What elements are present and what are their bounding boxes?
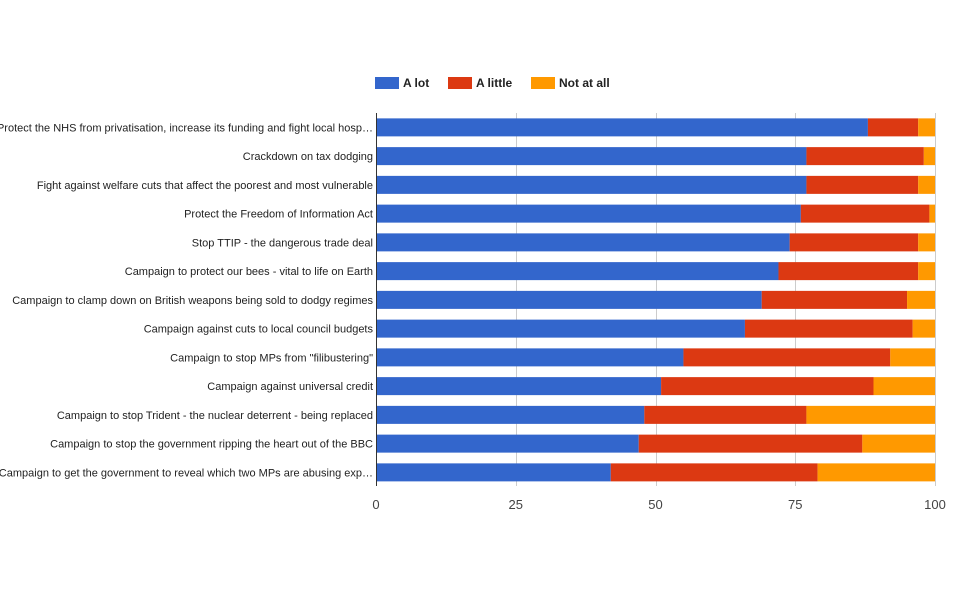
bar-segment-a-little xyxy=(806,147,924,166)
bar-segment-a-little xyxy=(661,377,874,396)
bar-segment-a-little xyxy=(789,233,919,252)
legend-label-a-lot: A lot xyxy=(403,76,429,90)
bar-segment-a-lot xyxy=(376,262,779,281)
category-label: Campaign to get the government to reveal… xyxy=(0,467,373,479)
bar-segment-not-at-all xyxy=(862,434,935,453)
legend-swatch-not-at-all xyxy=(531,77,555,89)
category-label: Campaign to stop the government ripping … xyxy=(50,439,373,451)
x-tick-label: 50 xyxy=(648,497,662,512)
category-label: Campaign against universal credit xyxy=(207,381,373,393)
bar-segment-a-little xyxy=(761,290,908,309)
bar-segment-not-at-all xyxy=(918,262,935,281)
bar-segment-a-lot xyxy=(376,377,662,396)
bar-segment-a-little xyxy=(644,405,807,424)
legend-label-a-little: A little xyxy=(476,76,513,90)
bar-segment-not-at-all xyxy=(890,348,935,367)
bar-segment-a-lot xyxy=(376,290,762,309)
category-label: Campaign to stop MPs from "filibustering… xyxy=(170,352,373,364)
x-tick-label: 75 xyxy=(788,497,802,512)
bar-segment-not-at-all xyxy=(918,233,935,252)
legend-swatch-a-lot xyxy=(375,77,399,89)
bar-segment-not-at-all xyxy=(912,319,935,338)
bar-segment-a-little xyxy=(744,319,913,338)
bar-segment-a-lot xyxy=(376,463,611,482)
category-label: Protect the NHS from privatisation, incr… xyxy=(0,122,373,134)
bar-segment-a-lot xyxy=(376,434,639,453)
bar-segment-a-little xyxy=(683,348,891,367)
category-label: Campaign to stop Trident - the nuclear d… xyxy=(57,410,373,422)
bar-segment-not-at-all xyxy=(873,377,935,396)
bar-segment-a-lot xyxy=(376,319,745,338)
bar-segment-not-at-all xyxy=(806,405,935,424)
x-axis-ticks: 0 25 50 75 100 xyxy=(372,497,945,512)
bar-segment-a-little xyxy=(638,434,863,453)
category-label: Campaign against cuts to local council b… xyxy=(144,324,374,336)
bar-segment-not-at-all xyxy=(918,175,935,194)
bar-segment-a-lot xyxy=(376,118,868,137)
bar-segment-a-little xyxy=(610,463,818,482)
bar-segment-a-little xyxy=(778,262,919,281)
bar-segment-a-lot xyxy=(376,147,807,166)
bar-segment-a-little xyxy=(867,118,919,137)
category-label: Campaign to protect our bees - vital to … xyxy=(125,266,373,278)
x-tick-label: 0 xyxy=(372,497,379,512)
bar-segment-not-at-all xyxy=(907,290,935,309)
bar-segment-a-lot xyxy=(376,233,790,252)
category-label: Crackdown on tax dodging xyxy=(243,151,373,163)
bar-segment-not-at-all xyxy=(817,463,935,482)
bar-segment-not-at-all xyxy=(923,147,935,166)
legend-label-not-at-all: Not at all xyxy=(559,76,610,90)
x-tick-label: 25 xyxy=(509,497,523,512)
legend-swatch-a-little xyxy=(448,77,472,89)
bar-segment-a-little xyxy=(806,175,919,194)
category-label: Protect the Freedom of Information Act xyxy=(184,209,373,221)
bars xyxy=(376,118,935,482)
category-label: Fight against welfare cuts that affect t… xyxy=(37,180,373,192)
bar-segment-a-little xyxy=(800,204,930,223)
category-labels: Protect the NHS from privatisation, incr… xyxy=(0,122,373,479)
bar-segment-a-lot xyxy=(376,175,807,194)
bar-segment-a-lot xyxy=(376,405,645,424)
category-label: Stop TTIP - the dangerous trade deal xyxy=(192,237,373,249)
bar-segment-a-lot xyxy=(376,204,801,223)
legend: A lot A little Not at all xyxy=(375,76,610,90)
x-tick-label: 100 xyxy=(924,497,946,512)
bar-segment-not-at-all xyxy=(918,118,935,137)
bar-segment-a-lot xyxy=(376,348,684,367)
category-label: Campaign to clamp down on British weapon… xyxy=(12,295,373,307)
bar-segment-not-at-all xyxy=(929,204,935,223)
